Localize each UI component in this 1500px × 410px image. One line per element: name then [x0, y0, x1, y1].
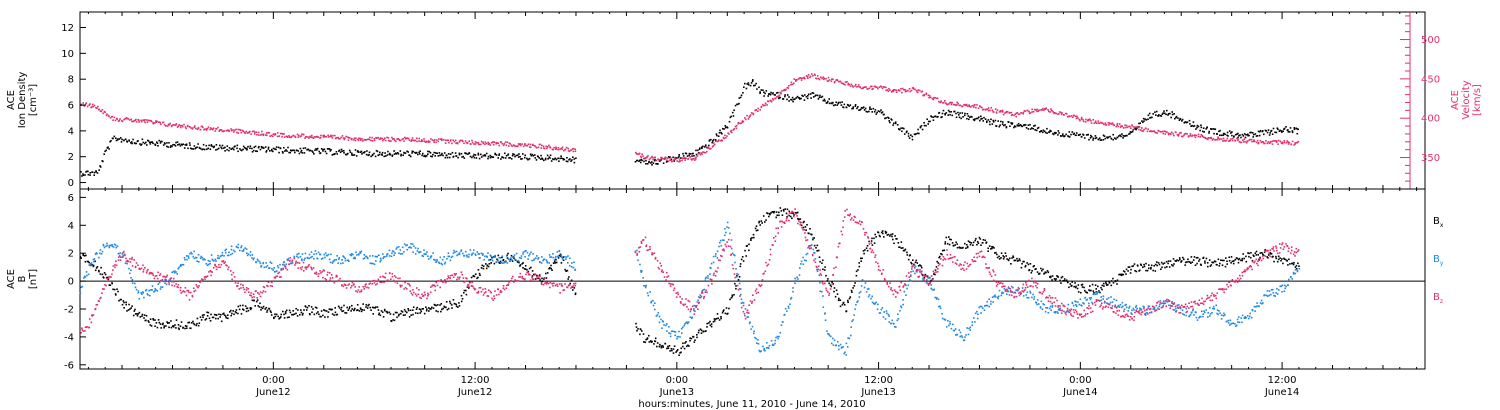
- by-legend: By: [1433, 254, 1444, 267]
- velocity-series: [80, 73, 1300, 163]
- velocity-tick-label: 450: [1421, 74, 1440, 85]
- field-component-legend: Bx By Bz: [1433, 216, 1444, 305]
- field-tick-label: 6: [68, 193, 74, 204]
- field-tick-label: 4: [68, 221, 74, 232]
- velocity-axis-ticks: 350 400 450 500: [1400, 12, 1440, 190]
- bz-legend: Bz: [1433, 292, 1443, 305]
- density-tick-label: 0: [68, 178, 74, 189]
- time-tick-label: 0:00: [1069, 375, 1091, 386]
- density-tick-label: 10: [61, 49, 74, 60]
- time-tick-label: 0:00: [262, 375, 284, 386]
- field-tick-label: 2: [68, 249, 74, 260]
- bz-series: [80, 208, 1300, 334]
- by-series: [79, 221, 1301, 356]
- top-plot-marks: [80, 73, 1300, 177]
- bx-legend: Bx: [1433, 216, 1444, 229]
- time-tick-labels: 0:00June1212:00June120:00June1312:00June…: [255, 375, 1299, 398]
- velocity-label-line: [km/s]: [1472, 84, 1483, 116]
- density-axis-label: ACE Ion Density [cm⁻³]: [6, 72, 39, 129]
- magnetic-field-panel: -6 -4 -2 0 2 4 6 ACE B [nT] Bx By Bz: [6, 188, 1444, 371]
- x-axis-title: hours:minutes, June 11, 2010 - June 14, …: [638, 399, 865, 410]
- velocity-tick-label: 500: [1421, 35, 1440, 46]
- velocity-label: ACE Velocity [km/s]: [1450, 80, 1483, 119]
- density-tick-label: 6: [68, 101, 74, 112]
- field-tick-label: -2: [64, 305, 74, 316]
- time-tick-label: 0:00: [666, 375, 688, 386]
- bx-series: [79, 207, 1300, 356]
- field-label-line: B: [17, 275, 28, 282]
- date-tick-label: June13: [659, 387, 695, 398]
- velocity-axis-label: ACE Velocity [km/s]: [1450, 80, 1483, 119]
- date-tick-label: June12: [255, 387, 291, 398]
- top-plot-frame: [79, 11, 1426, 190]
- bottom-time-ticks: [87, 189, 1418, 369]
- field-axis-label: ACE B [nT]: [6, 269, 39, 289]
- field-axis-ticks: -6 -4 -2 0 2 4 6: [64, 193, 86, 371]
- field-tick-label: -6: [64, 360, 74, 371]
- bottom-plot-marks: [79, 207, 1301, 356]
- density-label-line: ACE: [6, 90, 17, 110]
- ion-density-series: [80, 79, 1299, 177]
- date-tick-label: June12: [457, 387, 493, 398]
- field-tick-label: 0: [68, 277, 74, 288]
- density-tick-label: 12: [61, 23, 74, 34]
- time-tick-label: 12:00: [461, 375, 490, 386]
- density-label-line: Ion Density: [17, 72, 28, 129]
- field-label: ACE B [nT]: [6, 269, 39, 289]
- density-label-line: [cm⁻³]: [28, 84, 39, 116]
- field-tick-label: -4: [64, 332, 74, 343]
- time-tick-label: 12:00: [864, 375, 893, 386]
- date-tick-label: June14: [1062, 387, 1098, 398]
- field-label-line: ACE: [6, 269, 17, 289]
- velocity-label-line: Velocity: [1461, 80, 1472, 119]
- top-time-ticks: [87, 12, 1418, 189]
- density-label: ACE Ion Density [cm⁻³]: [6, 72, 39, 129]
- bottom-plot-frame: [79, 188, 1426, 370]
- density-tick-label: 4: [68, 126, 74, 137]
- velocity-tick-label: 350: [1421, 153, 1440, 164]
- density-axis-ticks: 0 2 4 6 8 10 12: [61, 23, 86, 189]
- velocity-label-line: ACE: [1450, 90, 1461, 110]
- time-tick-label: 12:00: [1268, 375, 1297, 386]
- velocity-tick-label: 400: [1421, 114, 1440, 125]
- density-tick-label: 8: [68, 75, 74, 86]
- field-label-line: [nT]: [28, 269, 39, 289]
- bx-legend-subscript: x: [1440, 222, 1444, 229]
- date-tick-label: June13: [860, 387, 896, 398]
- date-tick-label: June14: [1264, 387, 1300, 398]
- bz-legend-subscript: z: [1440, 298, 1443, 305]
- density-tick-label: 2: [68, 152, 74, 163]
- by-legend-subscript: y: [1440, 260, 1444, 267]
